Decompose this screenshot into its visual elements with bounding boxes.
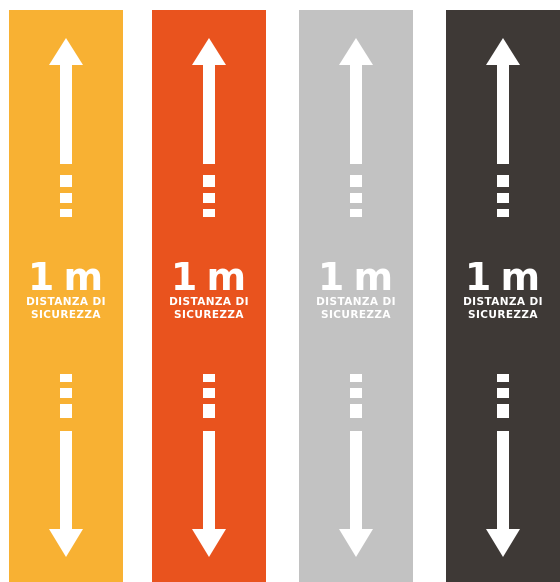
caption-line-2: SICUREZZA xyxy=(468,309,538,321)
double-arrow-icon xyxy=(339,38,373,557)
floor-strip-grey: 1 m DISTANZA DI SICUREZZA xyxy=(299,10,413,582)
floor-strip-orange: 1 m DISTANZA DI SICUREZZA xyxy=(152,10,266,582)
distance-value: 1 m xyxy=(170,255,248,299)
caption-line-2: SICUREZZA xyxy=(321,309,391,321)
distance-label: 1 m DISTANZA DI SICUREZZA xyxy=(446,258,560,322)
double-arrow-icon xyxy=(486,38,520,557)
floor-strip-yellow: 1 m DISTANZA DI SICUREZZA xyxy=(9,10,123,582)
distance-label: 1 m DISTANZA DI SICUREZZA xyxy=(299,258,413,322)
caption-line-2: SICUREZZA xyxy=(31,309,101,321)
distance-value: 1 m xyxy=(317,255,395,299)
distance-label: 1 m DISTANZA DI SICUREZZA xyxy=(152,258,266,322)
caption-line-1: DISTANZA DI xyxy=(316,296,396,308)
caption-line-2: SICUREZZA xyxy=(174,309,244,321)
floor-strip-dark: 1 m DISTANZA DI SICUREZZA xyxy=(446,10,560,582)
double-arrow-icon xyxy=(49,38,83,557)
distance-value: 1 m xyxy=(464,255,542,299)
distance-value: 1 m xyxy=(27,255,105,299)
double-arrow-icon xyxy=(192,38,226,557)
distance-label: 1 m DISTANZA DI SICUREZZA xyxy=(9,258,123,322)
caption-line-1: DISTANZA DI xyxy=(26,296,106,308)
caption-line-1: DISTANZA DI xyxy=(169,296,249,308)
caption-line-1: DISTANZA DI xyxy=(463,296,543,308)
